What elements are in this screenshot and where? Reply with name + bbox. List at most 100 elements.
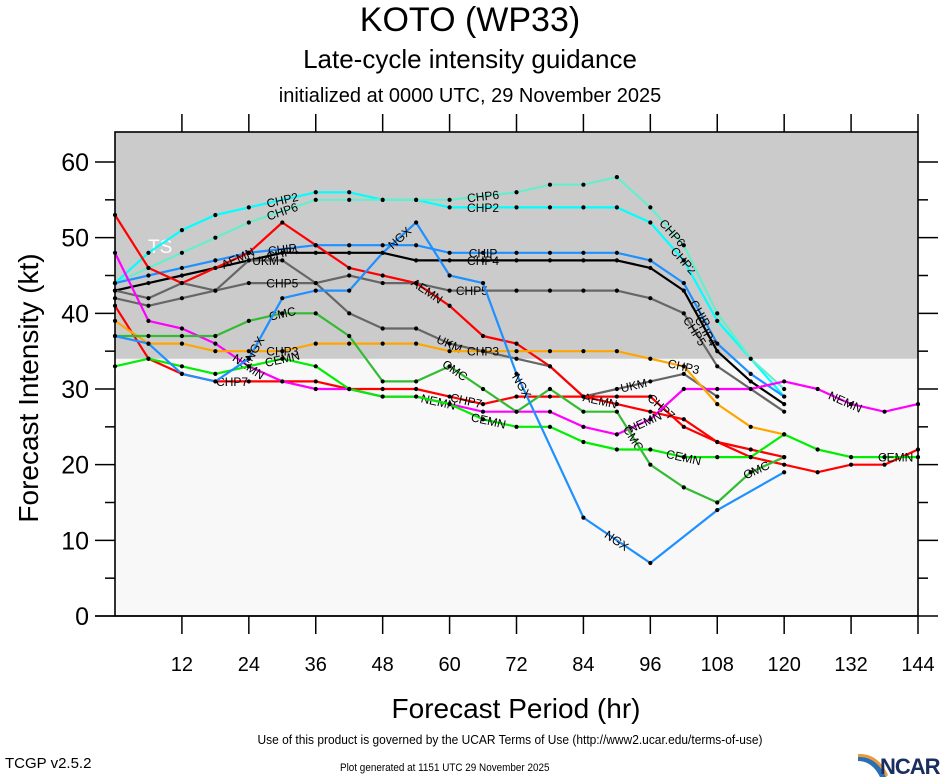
data-point [547,182,553,187]
data-point [614,349,619,354]
data-point [715,507,720,513]
data-point [614,205,619,210]
data-point [246,349,251,354]
data-point [414,197,419,202]
data-point [146,273,151,278]
ts-intensity-band [115,132,918,359]
data-point [213,288,218,293]
data-point [581,409,586,414]
data-point [347,288,352,293]
data-point [146,280,151,286]
data-point [414,243,419,248]
x-tick-label: 132 [834,654,867,676]
data-point [313,341,318,346]
data-point [681,288,686,293]
data-point [313,311,318,316]
data-point [514,424,519,429]
data-point [648,417,653,422]
data-point [179,364,185,369]
data-point [648,220,653,225]
series-line-chp5 [114,274,785,413]
data-point [648,205,653,210]
data-point [514,258,519,263]
x-axis-title: Forecast Period (hr) [392,693,641,724]
data-point [815,447,820,452]
data-point [581,349,586,354]
data-point [447,402,452,407]
data-point [681,386,686,392]
series-label: CHP3 [667,356,702,377]
data-point [581,439,586,445]
x-tick-label: 12 [171,654,193,676]
data-point [447,197,452,202]
initialization-time: initialized at 0000 UTC, 29 November 202… [278,85,662,107]
series-label: UKM [619,376,648,396]
data-point [715,386,720,392]
data-point [280,250,285,255]
data-point [380,386,385,392]
data-point [447,303,452,308]
data-point [380,243,385,248]
data-point [681,424,686,429]
series-label: CHIP [469,246,498,260]
series-label: CHP5 [456,284,488,298]
data-point [748,386,753,392]
data-point [648,258,653,263]
data-point [715,341,720,346]
data-point [246,258,251,263]
data-point [414,220,419,225]
data-point [313,197,318,202]
data-point [480,386,486,392]
data-point [715,455,720,460]
data-point [380,197,385,202]
data-point [380,341,385,346]
data-point [514,394,519,399]
data-point [815,470,820,475]
data-point [347,243,352,248]
data-point [313,379,318,384]
data-point [246,280,251,286]
series-label: CHP4 [265,243,300,264]
data-point [547,386,553,392]
data-point [380,250,385,255]
y-tick-label: 10 [61,527,89,555]
data-point [447,205,452,210]
data-point [414,258,419,263]
data-point [748,379,753,384]
series-label: CHP6 [466,188,500,206]
data-point [648,265,653,271]
data-point [313,243,318,248]
data-point [179,280,185,286]
version-label: TCGP v2.5.2 [5,755,92,772]
data-point [581,515,586,520]
generation-timestamp: Plot generated at 1151 UTC 29 November 2… [340,762,550,774]
data-point [547,424,553,429]
data-point [146,341,151,346]
series-label: CHP2 [265,190,300,211]
data-point [480,250,486,255]
data-point [681,371,686,376]
data-point [748,455,753,460]
data-point [313,190,318,195]
data-point [246,250,251,255]
data-point [782,455,787,460]
data-point [447,273,452,278]
data-point [782,432,787,437]
data-point [547,205,553,210]
data-point [246,220,251,225]
data-point [347,250,352,255]
data-point [514,356,519,361]
data-point [581,250,586,255]
data-point [213,258,218,263]
data-point [280,379,285,384]
series-chp3: CHP3 CHP3 CHP3 [112,318,787,437]
data-point [614,432,619,437]
data-point [347,265,352,271]
data-point [614,250,619,255]
data-point [447,288,452,293]
data-point [480,333,486,339]
data-point [514,205,519,210]
x-tick-label: 36 [305,654,327,676]
data-point [514,409,519,414]
data-point [213,265,218,271]
